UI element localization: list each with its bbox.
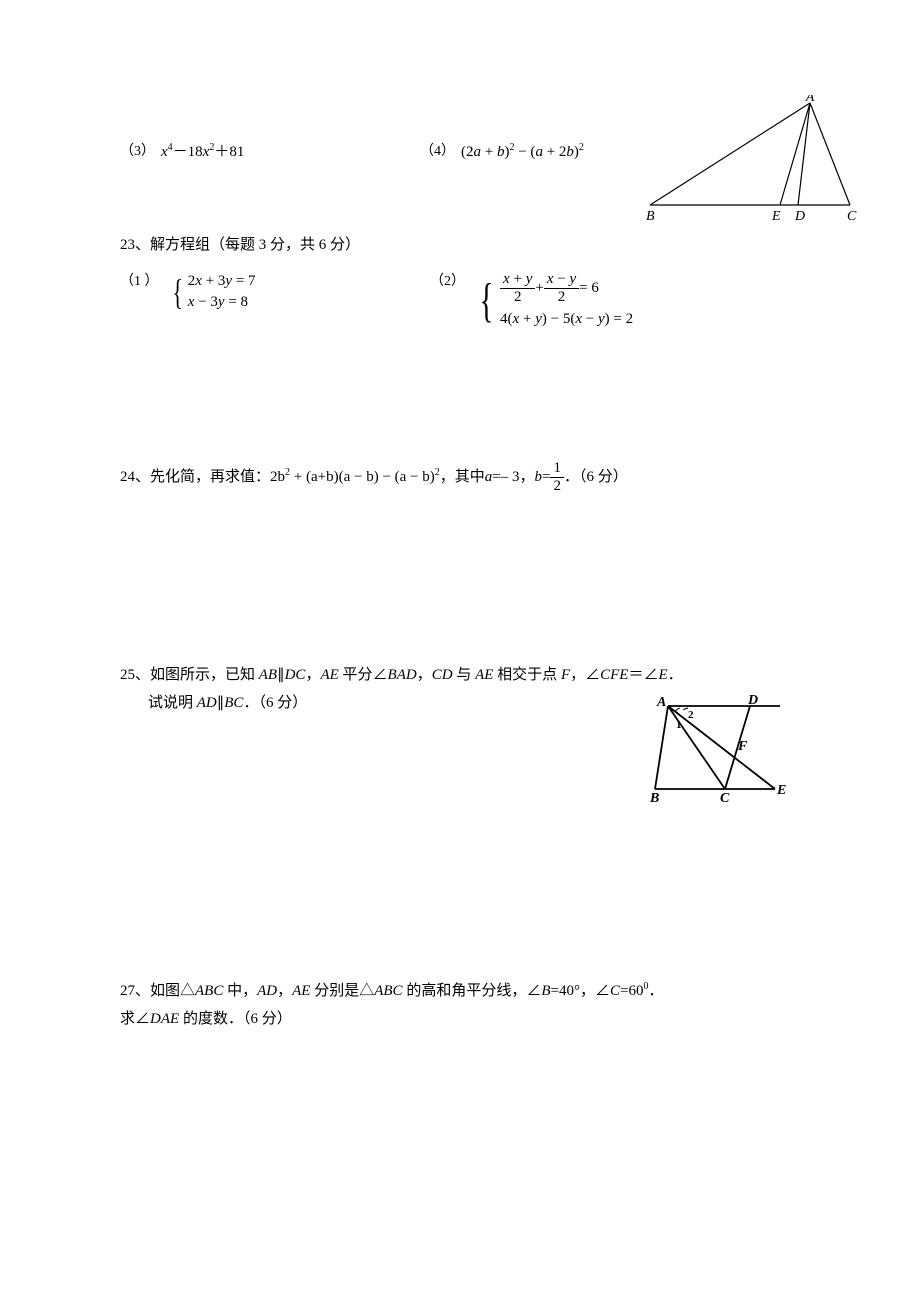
q22-row: （3） x4－18x2＋81 （4） (2a + b)2 − (a + 2b)2… <box>120 140 800 164</box>
q22-p4-num: （4） <box>420 141 455 162</box>
q25-figure: A D B C E F 1 2 <box>650 694 790 812</box>
svg-text:A: A <box>805 95 815 105</box>
q23-p1-line1: 2x + 3y = 7 <box>188 271 256 292</box>
q23-p1-num: （1 ） <box>120 271 159 313</box>
q27-line1: 27、如图△ABC 中，AD，AE 分别是△ABC 的高和角平分线，∠B=40°… <box>120 979 800 1003</box>
q23-p2-line2: 4(x + y) − 5(x − y) = 2 <box>500 309 633 330</box>
q24-expr: 2b2 + (a+b)(a − b) − (a − b)2 <box>270 465 440 489</box>
svg-text:B: B <box>646 209 655 224</box>
q25: 25、如图所示，已知 AB∥DC，AE 平分∠BAD，CD 与 AE 相交于点 … <box>120 664 800 714</box>
brace-icon: { <box>172 274 182 310</box>
q23-part2: （2） { x + y2 + x − y2 = 6 4(x + y) − 5(x… <box>430 271 633 330</box>
q22-p4-expr: (2a + b)2 − (a + 2b)2 <box>461 140 584 164</box>
q23-part1: （1 ） { 2x + 3y = 7 x − 3y = 8 <box>120 271 430 313</box>
q22-p3-num: （3） <box>120 141 155 162</box>
svg-text:D: D <box>747 694 758 708</box>
q23-p1-line2: x − 3y = 8 <box>188 292 256 313</box>
svg-text:C: C <box>720 791 730 804</box>
svg-text:D: D <box>794 209 805 224</box>
q23-header: 23、解方程组（每题 3 分，共 6 分） <box>120 234 800 257</box>
q22-part4: （4） (2a + b)2 − (a + 2b)2 A B E D C <box>420 140 800 164</box>
q22-part3: （3） x4－18x2＋81 <box>120 140 420 164</box>
brace-icon: { <box>480 277 494 325</box>
svg-text:C: C <box>847 209 857 224</box>
svg-text:F: F <box>737 739 748 754</box>
q23-p2-num: （2） <box>430 271 465 330</box>
triangle-figure: A B E D C <box>640 95 860 230</box>
q25-line1: 25、如图所示，已知 AB∥DC，AE 平分∠BAD，CD 与 AE 相交于点 … <box>120 664 800 687</box>
svg-text:E: E <box>776 783 786 798</box>
svg-text:2: 2 <box>688 709 694 721</box>
svg-text:E: E <box>771 209 781 224</box>
q24-prefix: 24、先化简，再求值： <box>120 466 270 489</box>
q24: 24、先化简，再求值： 2b2 + (a+b)(a − b) − (a − b)… <box>120 460 800 494</box>
q27: 27、如图△ABC 中，AD，AE 分别是△ABC 的高和角平分线，∠B=40°… <box>120 979 800 1030</box>
svg-text:B: B <box>650 791 659 804</box>
q23-row: （1 ） { 2x + 3y = 7 x − 3y = 8 （2） { x + … <box>120 271 800 330</box>
q27-line2: 求∠DAE 的度数．（6 分） <box>120 1008 800 1031</box>
svg-text:1: 1 <box>676 719 682 731</box>
svg-text:A: A <box>656 695 666 710</box>
q22-p3-expr: x4－18x2＋81 <box>161 140 244 164</box>
q24-frac: 12 <box>550 460 564 494</box>
q23-p2-line1: x + y2 + x − y2 = 6 <box>500 271 633 305</box>
